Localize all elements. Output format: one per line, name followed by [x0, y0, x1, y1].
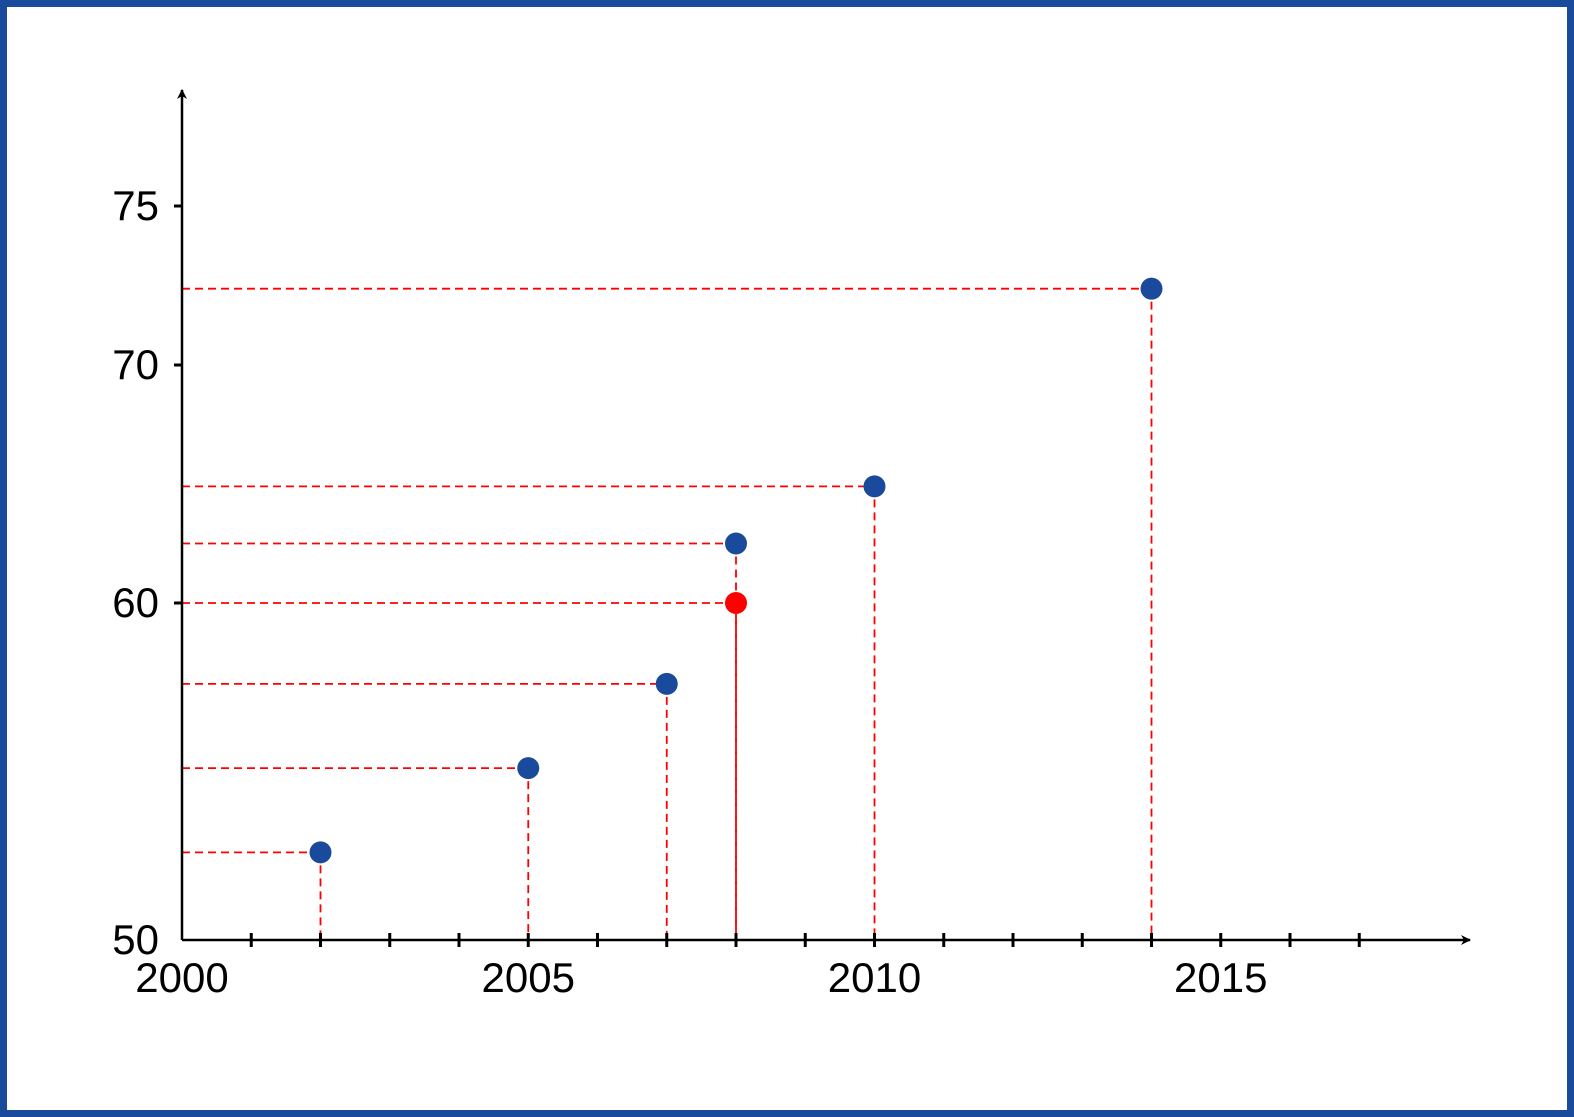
x-tick-label: 2015	[1174, 954, 1267, 1001]
data-point	[1140, 277, 1163, 300]
guide-lines	[182, 287, 1153, 940]
data-points	[309, 277, 1163, 864]
tick-marks	[174, 204, 1361, 947]
data-point	[309, 841, 332, 864]
y-tick-label: 70	[112, 341, 159, 388]
data-point	[517, 757, 540, 780]
y-tick-label: 50	[112, 916, 159, 963]
x-tick-label: 2010	[828, 954, 921, 1001]
x-tick-label: 2005	[482, 954, 575, 1001]
tick-labels: 2000 2005 2010 2015 50 60 70 75	[112, 182, 1267, 1001]
data-point	[655, 672, 678, 695]
data-point	[863, 475, 886, 498]
y-tick-label: 60	[112, 579, 159, 626]
highlighted-data-point	[725, 592, 747, 614]
y-tick-label: 75	[112, 182, 159, 229]
x-tick-label: 2000	[135, 954, 228, 1001]
data-point	[725, 532, 747, 555]
scatter-chart: 2000 2005 2010 2015 50 60 70 75	[112, 89, 1471, 1001]
axes	[177, 89, 1471, 945]
